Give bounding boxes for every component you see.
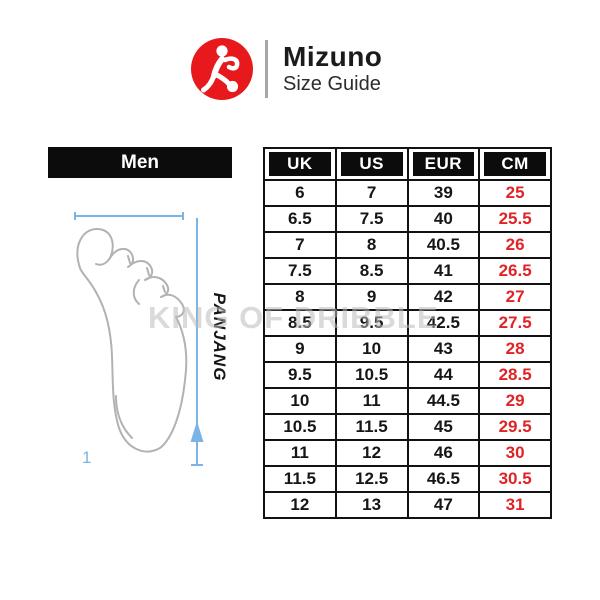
cell-uk: 10 — [263, 387, 337, 415]
cell-uk: 12 — [263, 491, 337, 519]
size-table-body: 6 7 39 25 6.5 7.5 40 25.5 7 8 40.5 26 7.5 8.5 41 26.5 8 9… — [263, 179, 552, 519]
cell-uk: 9 — [263, 335, 337, 363]
size-row: 11 12 46 30 — [263, 439, 552, 467]
brand-divider — [265, 40, 268, 98]
figure-number: 1 — [82, 448, 91, 467]
size-row: 8.5 9.5 42.5 27.5 — [263, 309, 552, 337]
cell-cm: 25 — [478, 179, 552, 207]
cell-uk: 9.5 — [263, 361, 337, 389]
cell-cm: 27 — [478, 283, 552, 311]
cell-us: 9 — [334, 283, 409, 311]
cell-us: 10 — [334, 335, 409, 363]
cell-cm: 28.5 — [478, 361, 552, 389]
cell-cm: 26.5 — [478, 257, 552, 285]
cell-eur: 47 — [406, 491, 481, 519]
size-row: 7 8 40.5 26 — [263, 231, 552, 259]
column-header-eur: EUR — [412, 152, 475, 176]
size-row: 7.5 8.5 41 26.5 — [263, 257, 552, 285]
cell-eur: 46.5 — [406, 465, 481, 493]
cell-cm: 27.5 — [478, 309, 552, 337]
cell-eur: 44 — [406, 361, 481, 389]
size-table: UK US EUR CM 6 7 39 25 6.5 7.5 40 25.5 7 8 40.5 26 7… — [263, 147, 552, 519]
cell-us: 7 — [334, 179, 409, 207]
cell-us: 8 — [334, 231, 409, 259]
column-header-cm: CM — [484, 152, 546, 176]
runner-ball-logo-icon — [191, 38, 253, 100]
cell-eur: 40.5 — [406, 231, 481, 259]
cell-us: 7.5 — [334, 205, 409, 233]
brand-subtitle: Size Guide — [283, 73, 381, 95]
cell-uk: 10.5 — [263, 413, 337, 441]
cell-us: 9.5 — [334, 309, 409, 337]
arrow-up-icon — [190, 421, 204, 442]
cell-eur: 39 — [406, 179, 481, 207]
cell-us: 11 — [334, 387, 409, 415]
cell-uk: 11.5 — [263, 465, 337, 493]
cell-uk: 6.5 — [263, 205, 337, 233]
cell-eur: 45 — [406, 413, 481, 441]
column-header-us: US — [340, 152, 403, 176]
size-row: 11.5 12.5 46.5 30.5 — [263, 465, 552, 493]
cell-eur: 42.5 — [406, 309, 481, 337]
size-row: 10.5 11.5 45 29.5 — [263, 413, 552, 441]
cell-us: 10.5 — [334, 361, 409, 389]
size-row: 10 11 44.5 29 — [263, 387, 552, 415]
cell-us: 12.5 — [334, 465, 409, 493]
size-row: 6.5 7.5 40 25.5 — [263, 205, 552, 233]
size-row: 12 13 47 31 — [263, 491, 552, 519]
brand-header: Mizuno Size Guide — [191, 38, 382, 100]
width-measure-line — [74, 212, 184, 220]
cell-cm: 31 — [478, 491, 552, 519]
cell-eur: 44.5 — [406, 387, 481, 415]
cell-uk: 7 — [263, 231, 337, 259]
cell-cm: 29 — [478, 387, 552, 415]
cell-eur: 41 — [406, 257, 481, 285]
cell-uk: 8.5 — [263, 309, 337, 337]
column-header-uk: UK — [269, 152, 331, 176]
foot-length-diagram: PANJANG 1 — [74, 212, 229, 467]
cell-cm: 26 — [478, 231, 552, 259]
cell-uk: 11 — [263, 439, 337, 467]
foot-outline-drawing — [76, 227, 188, 453]
cell-eur: 46 — [406, 439, 481, 467]
length-label: PANJANG — [210, 293, 229, 382]
cell-uk: 6 — [263, 179, 337, 207]
cell-eur: 43 — [406, 335, 481, 363]
size-row: 6 7 39 25 — [263, 179, 552, 207]
cell-cm: 30 — [478, 439, 552, 467]
cell-uk: 7.5 — [263, 257, 337, 285]
cell-us: 11.5 — [334, 413, 409, 441]
brand-name: Mizuno — [283, 41, 383, 72]
size-table-header: UK US EUR CM — [263, 147, 552, 181]
brand-text: Mizuno Size Guide — [283, 42, 382, 96]
cell-cm: 25.5 — [478, 205, 552, 233]
cell-uk: 8 — [263, 283, 337, 311]
size-row: 9 10 43 28 — [263, 335, 552, 363]
cell-us: 13 — [334, 491, 409, 519]
cell-cm: 28 — [478, 335, 552, 363]
cell-cm: 29.5 — [478, 413, 552, 441]
size-row: 8 9 42 27 — [263, 283, 552, 311]
cell-us: 8.5 — [334, 257, 409, 285]
size-row: 9.5 10.5 44 28.5 — [263, 361, 552, 389]
cell-eur: 40 — [406, 205, 481, 233]
cell-eur: 42 — [406, 283, 481, 311]
cell-us: 12 — [334, 439, 409, 467]
gender-header: Men — [48, 147, 232, 178]
cell-cm: 30.5 — [478, 465, 552, 493]
